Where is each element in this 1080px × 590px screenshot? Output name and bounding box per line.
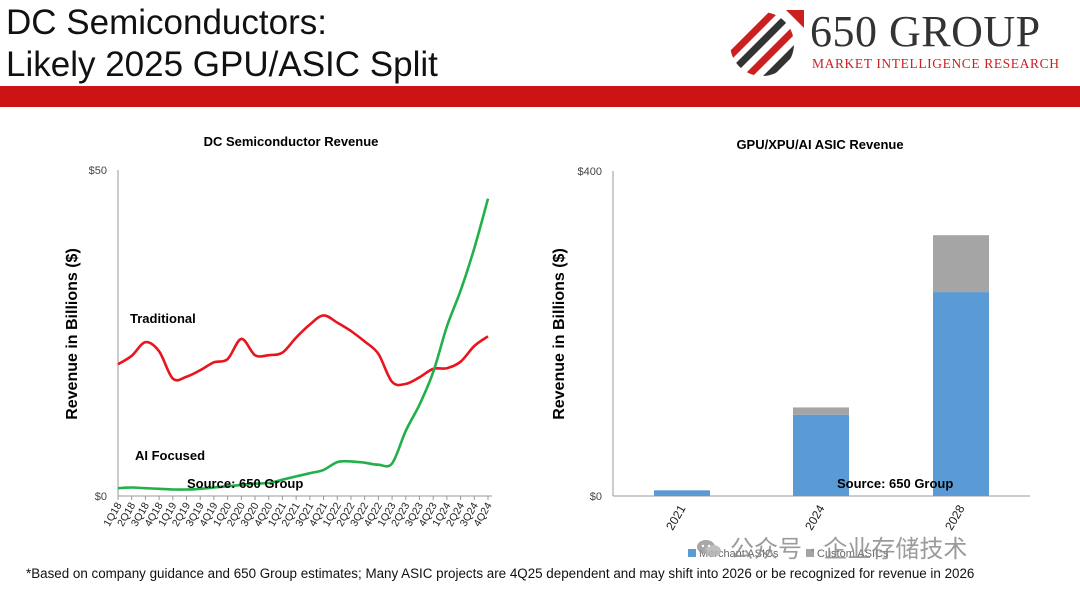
company-logo: 650 GROUP MARKET INTELLIGENCE RESEARCH [728, 7, 1073, 76]
watermark: 公众号 · 企业存储技术 [696, 529, 967, 564]
footnote: *Based on company guidance and 650 Group… [26, 566, 975, 581]
bar-chart-bars [654, 235, 989, 496]
legend-swatch-custom [806, 549, 814, 557]
header-band [0, 86, 1080, 107]
merchant-asics-bar [654, 490, 710, 496]
bar-chart-ylabel: Revenue in Billions ($) [551, 248, 568, 420]
diagonal-stripes-arrow-logo-icon [730, 10, 804, 76]
bar-chart-title: GPU/XPU/AI ASIC Revenue [736, 137, 903, 152]
slide-title: DC Semiconductors: Likely 2025 GPU/ASIC … [6, 2, 438, 86]
slide-title-line-1: DC Semiconductors: [6, 3, 327, 42]
ai-focused-series-label: AI Focused [135, 448, 205, 463]
line-chart: DC Semiconductor Revenue Revenue in Bill… [64, 134, 495, 529]
line-chart-source: Source: 650 Group [187, 476, 303, 491]
legend-swatch-merchant [688, 549, 696, 557]
line-chart-title: DC Semiconductor Revenue [204, 134, 379, 149]
line-chart-ylabel: Revenue in Billions ($) [64, 248, 81, 420]
wechat-icon [697, 540, 721, 557]
logo-subtitle: MARKET INTELLIGENCE RESEARCH [812, 56, 1060, 71]
bar-chart: GPU/XPU/AI ASIC Revenue Revenue in Billi… [551, 137, 1030, 560]
legend-label-custom: Custom ASICs [817, 548, 889, 560]
traditional-series-label: Traditional [130, 311, 196, 326]
line-chart-points [118, 199, 488, 490]
watermark-text: 公众号 · 企业存储技术 [730, 536, 968, 563]
merchant-asics-bar [933, 292, 989, 496]
bar-chart-ytick-top: $400 [578, 166, 602, 178]
logo-name: 650 GROUP [810, 7, 1041, 56]
ai-focused-series-line [117, 198, 490, 491]
custom-asics-bar [933, 235, 989, 293]
custom-asics-bar [793, 407, 849, 415]
line-chart-ytick-bottom: $0 [95, 491, 107, 503]
bar-chart-x-tick-label: 2021 [663, 502, 689, 532]
bar-chart-source: Source: 650 Group [837, 476, 953, 491]
merchant-asics-bar [793, 414, 849, 496]
traditional-series-line [117, 314, 489, 387]
line-chart-ytick-top: $50 [89, 165, 107, 177]
bar-chart-ytick-bottom: $0 [590, 491, 602, 503]
line-chart-x-ticks: 1Q182Q183Q184Q181Q192Q193Q194Q191Q202Q20… [101, 496, 495, 529]
slide-title-line-2: Likely 2025 GPU/ASIC Split [6, 45, 438, 84]
